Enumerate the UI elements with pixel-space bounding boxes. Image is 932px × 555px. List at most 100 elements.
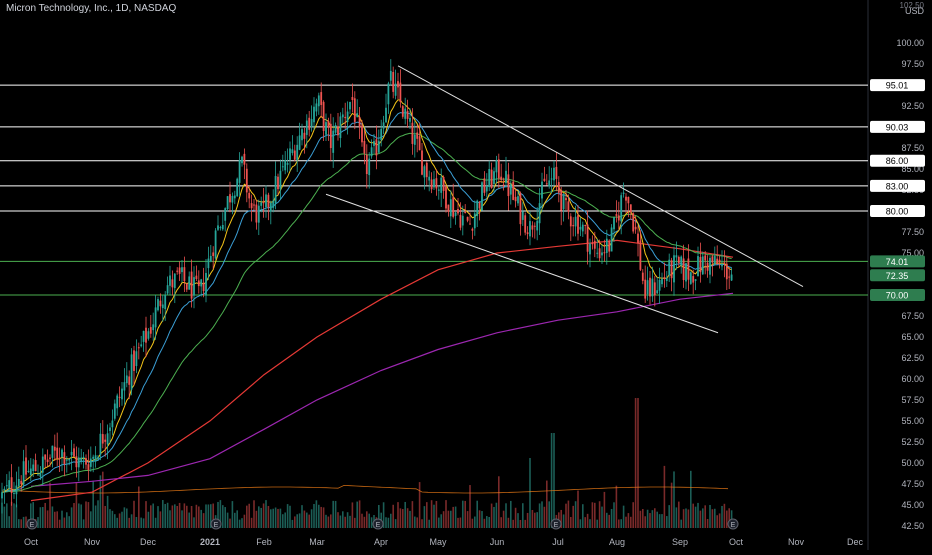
volume-bar bbox=[166, 502, 169, 528]
candle-body bbox=[382, 122, 385, 129]
candle-body bbox=[541, 181, 543, 199]
volume-bar bbox=[222, 505, 224, 528]
candle-body bbox=[430, 179, 433, 190]
volume-bar bbox=[63, 517, 66, 528]
candle-body bbox=[243, 153, 246, 165]
earnings-icon-label: E bbox=[214, 522, 219, 529]
candle-body bbox=[149, 327, 152, 334]
volume-bar bbox=[649, 513, 651, 528]
candle-body bbox=[632, 213, 635, 232]
volume-bar bbox=[238, 519, 241, 528]
volume-bar bbox=[493, 506, 495, 528]
earnings-icon[interactable] bbox=[26, 518, 38, 530]
candle-body bbox=[284, 160, 287, 171]
candle-body bbox=[183, 267, 186, 282]
candle-body bbox=[488, 169, 491, 187]
earnings-icon-label: E bbox=[30, 522, 35, 529]
candle-body bbox=[502, 184, 505, 186]
volume-bar bbox=[18, 519, 20, 528]
volume-bar bbox=[3, 506, 6, 528]
price-badge bbox=[870, 288, 925, 301]
volume-bar bbox=[39, 507, 42, 528]
volume-bar bbox=[418, 482, 421, 528]
volume-bar bbox=[169, 510, 171, 528]
candle-body bbox=[437, 189, 440, 191]
volume-bar bbox=[346, 512, 349, 528]
volume-bar bbox=[202, 513, 205, 528]
earnings-icon[interactable] bbox=[727, 518, 739, 530]
candle-body bbox=[145, 327, 147, 343]
volume-bar bbox=[337, 512, 339, 528]
volume-bar bbox=[692, 503, 694, 528]
volume-bar bbox=[512, 519, 514, 528]
candle-body bbox=[404, 108, 407, 119]
candle-body bbox=[173, 273, 176, 289]
volume-bar bbox=[301, 505, 303, 528]
candle-body bbox=[656, 290, 659, 294]
candle-body bbox=[56, 447, 59, 459]
volume-bar bbox=[44, 502, 46, 528]
candle-body bbox=[286, 163, 289, 165]
earnings-icon-label: E bbox=[731, 522, 736, 529]
earnings-icon[interactable] bbox=[372, 518, 384, 530]
volume-bar bbox=[56, 511, 58, 528]
candle-body bbox=[548, 180, 551, 187]
candle-body bbox=[454, 212, 457, 216]
volume-bar bbox=[433, 504, 435, 528]
earnings-icon[interactable] bbox=[210, 518, 222, 530]
volume-bar bbox=[615, 485, 618, 528]
volume-bar bbox=[8, 516, 10, 528]
volume-bar bbox=[303, 510, 306, 528]
candle-body bbox=[128, 376, 131, 385]
volume-bar bbox=[387, 517, 390, 528]
upper-trendline[interactable] bbox=[397, 65, 804, 288]
volume-bar bbox=[495, 502, 498, 528]
candle-body bbox=[169, 275, 171, 286]
volume-bar bbox=[378, 504, 380, 528]
volume-bar bbox=[502, 510, 505, 528]
volume-bar bbox=[90, 511, 92, 528]
volume-bar bbox=[356, 501, 358, 528]
candle-body bbox=[620, 195, 623, 222]
lower-trendline[interactable] bbox=[325, 193, 719, 334]
candle-body bbox=[531, 225, 534, 230]
candle-body bbox=[29, 468, 32, 476]
candle-body bbox=[545, 183, 548, 185]
volume-bar bbox=[370, 517, 373, 528]
volume-bar bbox=[274, 507, 277, 528]
candle-body bbox=[329, 123, 332, 149]
volume-bar bbox=[637, 398, 639, 528]
volume-bar bbox=[234, 512, 236, 528]
volume-bar bbox=[82, 519, 85, 528]
candle-body bbox=[574, 216, 577, 227]
candle-body bbox=[677, 256, 680, 264]
volume-bar bbox=[140, 517, 142, 528]
candle-body bbox=[178, 267, 181, 274]
volume-bar bbox=[409, 510, 411, 528]
candle-body bbox=[339, 116, 342, 139]
volume-bar bbox=[613, 502, 615, 528]
price-badge bbox=[870, 255, 925, 268]
earnings-icon[interactable] bbox=[550, 518, 562, 530]
volume-bar bbox=[423, 506, 426, 528]
candle-body bbox=[682, 258, 685, 281]
volume-bar bbox=[392, 504, 394, 528]
volume-bar bbox=[714, 508, 716, 528]
x-tick-label: Feb bbox=[256, 537, 272, 547]
volume-bar bbox=[478, 510, 481, 528]
candle-body bbox=[481, 182, 483, 211]
volume-bar bbox=[586, 513, 589, 528]
y-tick-label: 85.00 bbox=[901, 164, 924, 174]
volume-bar bbox=[133, 500, 135, 528]
volume-bar bbox=[178, 502, 181, 528]
y-tick-label: 52.50 bbox=[901, 437, 924, 447]
candle-body bbox=[464, 211, 467, 214]
candle-body bbox=[341, 114, 344, 118]
candle-body bbox=[637, 233, 639, 244]
candle-body bbox=[641, 272, 644, 281]
volume-bar bbox=[632, 502, 634, 528]
volume-bar bbox=[416, 517, 418, 528]
candle-body bbox=[389, 70, 392, 81]
